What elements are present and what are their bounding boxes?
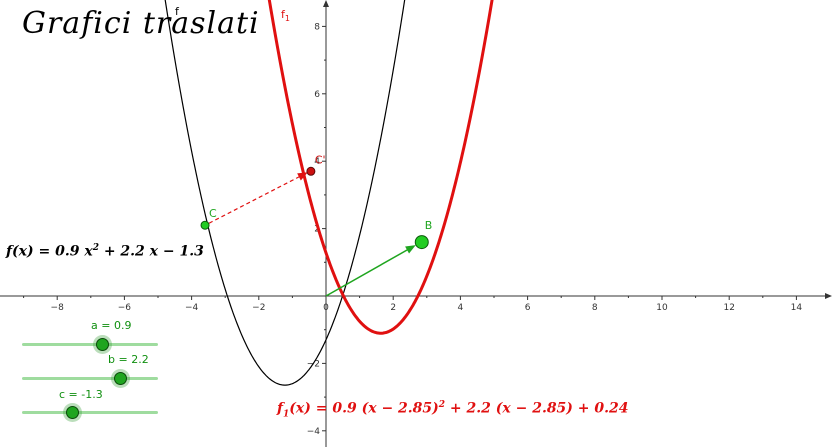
x-tick-label: 0 xyxy=(323,303,329,313)
slider-a-track[interactable] xyxy=(22,343,158,346)
slider-b-track[interactable] xyxy=(22,377,158,380)
curve-f-label: f xyxy=(175,5,180,18)
arrowhead-c-cprime xyxy=(297,172,308,181)
translation-vector-ob[interactable] xyxy=(325,248,410,297)
formula-f1-lhs: f xyxy=(277,400,284,417)
x-tick-label: −8 xyxy=(51,303,65,313)
graph-f[interactable] xyxy=(160,0,410,386)
slider-c-track[interactable] xyxy=(22,411,158,414)
x-tick-label: 10 xyxy=(656,303,668,313)
y-tick-label: −4 xyxy=(307,427,321,437)
formula-f1-exponent: 2 xyxy=(438,400,446,410)
formula-f-rhs: + 2.2 x − 1.3 xyxy=(98,243,204,260)
x-tick-label: −2 xyxy=(252,303,265,313)
slider-a-knob[interactable] xyxy=(96,338,110,351)
point-b[interactable] xyxy=(414,235,429,250)
translation-vector-c-cprime[interactable] xyxy=(208,175,302,224)
slider-b-knob[interactable] xyxy=(113,372,127,385)
x-tick-label: 6 xyxy=(525,303,531,313)
curve-f1-label-sub: 1 xyxy=(285,14,290,23)
page-title: Grafici traslati xyxy=(22,6,260,41)
slider-c-knob[interactable] xyxy=(66,406,80,419)
slider-b-label: b = 2.2 xyxy=(108,353,149,366)
curve-f1-label: f1 xyxy=(281,8,290,23)
formula-f1-subscript: 1 xyxy=(283,409,290,420)
point-c[interactable] xyxy=(200,220,210,230)
x-tick-label: 12 xyxy=(723,303,734,313)
x-axis-arrow xyxy=(825,293,832,299)
formula-f1-rhs: + 2.2 (x − 2.85) + 0.24 xyxy=(445,400,629,417)
point-c-prime-label: C' xyxy=(315,153,326,166)
y-tick-label: 6 xyxy=(314,90,320,100)
slider-c-label: c = -1.3 xyxy=(59,388,103,401)
x-tick-label: 4 xyxy=(458,303,464,313)
y-axis-arrow xyxy=(323,0,329,7)
y-tick-label: 8 xyxy=(314,22,320,32)
formula-f1-mid: (x) = 0.9 (x − 2.85) xyxy=(289,400,439,417)
formula-f1: f1(x) = 0.9 (x − 2.85)2 + 2.2 (x − 2.85)… xyxy=(277,400,629,419)
point-c-label: C xyxy=(209,207,217,220)
graph-f1[interactable] xyxy=(263,0,498,335)
x-tick-label: 14 xyxy=(791,303,803,313)
slider-a-label: a = 0.9 xyxy=(91,319,132,332)
formula-f-lhs: f(x) = 0.9 x xyxy=(6,243,93,260)
point-b-label: B xyxy=(425,219,433,232)
x-tick-label: −4 xyxy=(185,303,199,313)
x-tick-label: −6 xyxy=(118,303,132,313)
formula-f: f(x) = 0.9 x2 + 2.2 x − 1.3 xyxy=(6,243,204,260)
arrowhead-ob xyxy=(405,245,416,254)
y-tick-label: 4 xyxy=(314,157,320,167)
curve-f1-label-main: f xyxy=(281,8,286,21)
formula-f-exponent: 2 xyxy=(92,243,99,253)
point-c-prime[interactable] xyxy=(306,166,316,176)
x-tick-label: 2 xyxy=(390,303,396,313)
x-tick-label: 8 xyxy=(592,303,598,313)
